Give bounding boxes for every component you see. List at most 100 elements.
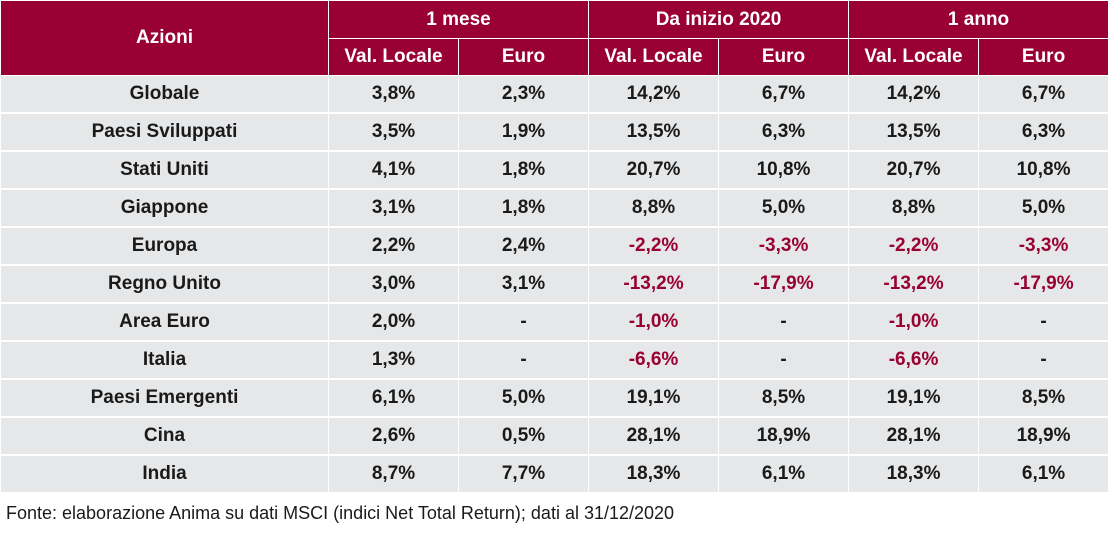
row-label: Cina	[0, 416, 329, 456]
row-label: Europa	[0, 226, 329, 266]
table-row: Paesi Sviluppati 3,5% 1,9% 13,5% 6,3% 13,5% 6,…	[0, 112, 1108, 152]
table-cell: 10,8%	[978, 150, 1108, 190]
table-row: Globale 3,8% 2,3% 14,2% 6,7% 14,2% 6,7%	[0, 75, 1108, 114]
table-cell: 3,8%	[328, 75, 459, 114]
table-row: Italia 1,3% - -6,6% - -6,6% -	[0, 340, 1108, 380]
table-cell: 7,7%	[457, 454, 590, 494]
table-cell: 3,0%	[328, 264, 459, 304]
table-row: India 8,7% 7,7% 18,3% 6,1% 18,3% 6,1%	[0, 454, 1108, 494]
header-azioni: Azioni	[0, 0, 329, 76]
table-cell: -6,6%	[588, 340, 720, 380]
header-sub-val-locale: Val. Locale	[328, 38, 459, 76]
table-cell: 8,5%	[718, 378, 850, 418]
table-cell: 18,3%	[588, 454, 720, 494]
table-cell: 18,9%	[978, 416, 1108, 456]
table-cell: 28,1%	[588, 416, 720, 456]
table-cell: 19,1%	[588, 378, 720, 418]
table-cell: 19,1%	[848, 378, 980, 418]
table-row: Europa 2,2% 2,4% -2,2% -3,3% -2,2% -3,3%	[0, 226, 1108, 266]
table-header: Azioni 1 mese Da inizio 2020 1 anno Val.…	[0, 0, 1108, 76]
table-cell: 6,7%	[978, 75, 1108, 114]
table-cell: -	[718, 302, 850, 342]
table-cell: 5,0%	[978, 188, 1108, 228]
table-cell: 18,9%	[718, 416, 850, 456]
table-cell: 18,3%	[848, 454, 980, 494]
row-label: Paesi Emergenti	[0, 378, 329, 418]
table-cell: -13,2%	[848, 264, 980, 304]
row-label: Giappone	[0, 188, 329, 228]
table-body: Globale 3,8% 2,3% 14,2% 6,7% 14,2% 6,7% Paesi S…	[0, 75, 1108, 494]
table-cell: 10,8%	[718, 150, 850, 190]
header-sub-euro: Euro	[457, 38, 590, 76]
header-sub-euro: Euro	[718, 38, 850, 76]
table-cell: 2,6%	[328, 416, 459, 456]
table-cell: 8,8%	[588, 188, 720, 228]
table-cell: 6,1%	[978, 454, 1108, 494]
header-row-groups: Azioni 1 mese Da inizio 2020 1 anno	[0, 0, 1108, 76]
table-cell: -17,9%	[718, 264, 850, 304]
row-label: Italia	[0, 340, 329, 380]
table-cell: 3,5%	[328, 112, 459, 152]
table-cell: -1,0%	[848, 302, 980, 342]
table-cell: 6,1%	[328, 378, 459, 418]
source-note: Fonte: elaborazione Anima su dati MSCI (…	[6, 503, 675, 523]
header-group-1-anno: 1 anno	[848, 0, 1108, 39]
table-cell: 13,5%	[848, 112, 980, 152]
table-cell: 6,1%	[718, 454, 850, 494]
row-label: Area Euro	[0, 302, 329, 342]
table-cell: 8,8%	[848, 188, 980, 228]
row-label: India	[0, 454, 329, 494]
table-row: Cina 2,6% 0,5% 28,1% 18,9% 28,1% 18,9%	[0, 416, 1108, 456]
table-row: Paesi Emergenti 6,1% 5,0% 19,1% 8,5% 19,1% 8,5…	[0, 378, 1108, 418]
row-label: Regno Unito	[0, 264, 329, 304]
table-cell: 3,1%	[328, 188, 459, 228]
table-cell: 0,5%	[457, 416, 590, 456]
table-row: Regno Unito 3,0% 3,1% -13,2% -17,9% -13,2% -17…	[0, 264, 1108, 304]
table-cell: 2,2%	[328, 226, 459, 266]
table-cell: -17,9%	[978, 264, 1108, 304]
header-sub-val-locale: Val. Locale	[588, 38, 720, 76]
table-cell: 6,3%	[718, 112, 850, 152]
table-cell: -1,0%	[588, 302, 720, 342]
table-row: Giappone 3,1% 1,8% 8,8% 5,0% 8,8% 5,0%	[0, 188, 1108, 228]
table-cell: 14,2%	[848, 75, 980, 114]
table-cell: 14,2%	[588, 75, 720, 114]
table-row: Stati Uniti 4,1% 1,8% 20,7% 10,8% 20,7% 10,8%	[0, 150, 1108, 190]
table-cell: 1,8%	[457, 188, 590, 228]
table-cell: -	[457, 340, 590, 380]
table-cell: 13,5%	[588, 112, 720, 152]
table-cell: 6,7%	[718, 75, 850, 114]
table-cell: -2,2%	[588, 226, 720, 266]
header-group-da-inizio-2020: Da inizio 2020	[588, 0, 850, 39]
table-cell: 5,0%	[718, 188, 850, 228]
table-row: Area Euro 2,0% - -1,0% - -1,0% -	[0, 302, 1108, 342]
table-cell: 20,7%	[588, 150, 720, 190]
table-cell: 3,1%	[457, 264, 590, 304]
row-label: Paesi Sviluppati	[0, 112, 329, 152]
table-cell: 1,9%	[457, 112, 590, 152]
header-sub-val-locale: Val. Locale	[848, 38, 980, 76]
table-cell: 4,1%	[328, 150, 459, 190]
header-group-1-mese: 1 mese	[327, 0, 590, 39]
table-cell: 5,0%	[457, 378, 590, 418]
table-cell: 1,3%	[328, 340, 459, 380]
table-cell: 8,5%	[978, 378, 1108, 418]
table-cell: -	[978, 302, 1108, 342]
table-cell: -	[457, 302, 590, 342]
table-cell: -6,6%	[848, 340, 980, 380]
row-label: Stati Uniti	[0, 150, 329, 190]
table-cell: 1,8%	[457, 150, 590, 190]
table-cell: -2,2%	[848, 226, 980, 266]
header-row-sub: Val. Locale Euro Val. Locale Euro Val. L…	[1, 38, 1108, 76]
table-cell: 2,3%	[457, 75, 590, 114]
table-cell: 20,7%	[848, 150, 980, 190]
table-cell: -	[978, 340, 1108, 380]
table-cell: 28,1%	[848, 416, 980, 456]
table-cell: -13,2%	[588, 264, 720, 304]
performance-table: Azioni 1 mese Da inizio 2020 1 anno Val.…	[0, 0, 1108, 494]
table-cell: 2,0%	[328, 302, 459, 342]
table-cell: -3,3%	[718, 226, 850, 266]
table-cell: 2,4%	[457, 226, 590, 266]
header-sub-euro: Euro	[978, 38, 1108, 76]
table-cell: 8,7%	[328, 454, 459, 494]
